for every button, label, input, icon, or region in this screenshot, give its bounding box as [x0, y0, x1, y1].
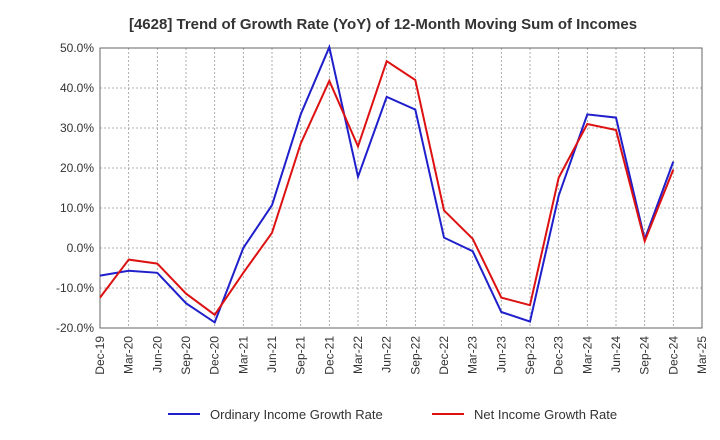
x-tick-label: Jun-21: [265, 336, 279, 373]
y-tick-label: -20.0%: [56, 321, 94, 335]
x-tick-label: Mar-20: [122, 336, 136, 374]
y-tick-label: 50.0%: [60, 41, 94, 55]
y-tick-label: -10.0%: [56, 281, 94, 295]
plot-area: -20.0% -10.0% 0.0% 10.0% 20.0% 30.0% 40.0% 50.0…: [56, 41, 709, 375]
x-tick-label: Sep-22: [408, 336, 422, 375]
x-tick-label: Mar-21: [236, 336, 250, 374]
y-tick-label: 20.0%: [60, 161, 94, 175]
y-tick-label: 10.0%: [60, 201, 94, 215]
x-tick-label: Mar-25: [695, 336, 709, 374]
legend: Ordinary Income Growth Rate Net Income Gr…: [168, 407, 617, 422]
chart-title: [4628] Trend of Growth Rate (YoY) of 12-…: [129, 16, 637, 33]
x-tick-label: Jun-22: [380, 336, 394, 373]
x-tick-label: Sep-24: [638, 336, 652, 375]
legend-label-2: Net Income Growth Rate: [474, 407, 617, 422]
x-tick-label: Jun-23: [494, 336, 508, 373]
x-tick-label: Sep-23: [523, 336, 537, 375]
y-tick-label: 40.0%: [60, 81, 94, 95]
x-tick-label: Sep-21: [294, 336, 308, 375]
y-tick-label: 0.0%: [67, 241, 95, 255]
series-line-2: [99, 59, 675, 317]
y-tick-label: 30.0%: [60, 121, 94, 135]
x-tick-label: Mar-22: [351, 336, 365, 374]
x-tick-label: Mar-24: [580, 336, 594, 374]
x-tick-label: Jun-20: [150, 336, 164, 373]
x-tick-label: Dec-20: [208, 336, 222, 375]
x-tick-label: Mar-23: [466, 336, 480, 374]
x-tick-label: Dec-21: [322, 336, 336, 375]
x-tick-label: Dec-19: [93, 336, 107, 375]
plot-background: [100, 48, 702, 328]
x-tick-label: Sep-20: [179, 336, 193, 375]
x-tick-label: Jun-24: [609, 336, 623, 373]
x-tick-label: Dec-23: [552, 336, 566, 375]
plot-border: [99, 47, 703, 329]
x-tick-label: Dec-24: [666, 336, 680, 375]
x-tick-label: Dec-22: [437, 336, 451, 375]
legend-label-1: Ordinary Income Growth Rate: [210, 407, 383, 422]
